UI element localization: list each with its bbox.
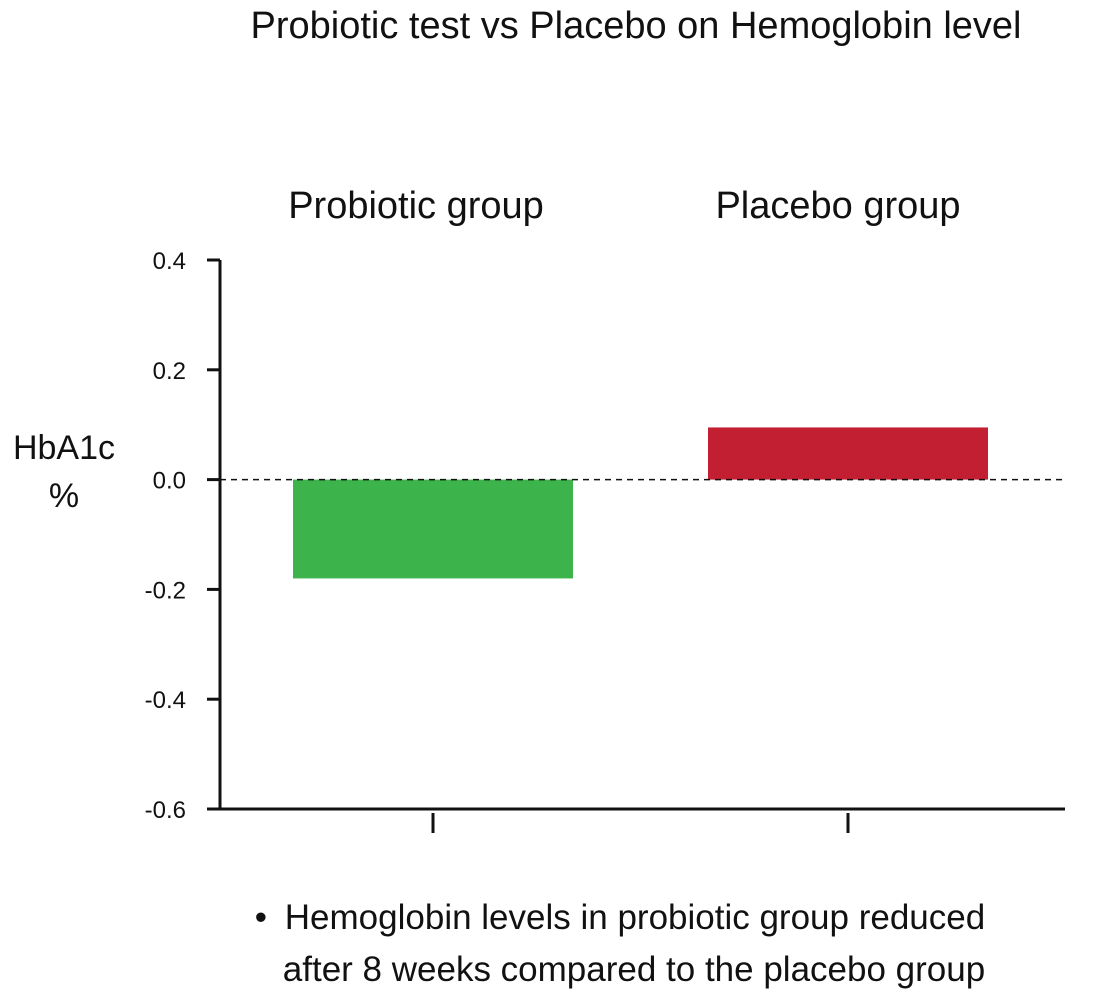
category-label-placebo: Placebo group: [715, 185, 960, 227]
bar-placebo: [708, 427, 988, 480]
y-tick-label: 0.0: [153, 468, 186, 495]
chart-title: Probiotic test vs Placebo on Hemoglobin …: [251, 5, 1022, 47]
y-tick-label: -0.6: [145, 797, 186, 824]
note-line-1: • Hemoglobin levels in probiotic group r…: [255, 898, 985, 937]
note-line-2: after 8 weeks compared to the placebo gr…: [283, 950, 985, 989]
y-tick-label: 0.2: [153, 358, 186, 385]
y-tick-label: 0.4: [153, 248, 186, 275]
note-bullet: •: [255, 898, 267, 937]
bar-probiotic: [293, 479, 573, 579]
y-tick-label: -0.2: [145, 577, 186, 604]
note-text-line-1: Hemoglobin levels in probiotic group red…: [285, 898, 985, 937]
category-label-probiotic: Probiotic group: [288, 185, 544, 227]
y-tick-label: -0.4: [145, 687, 186, 714]
y-axis-label-line-2: %: [49, 477, 79, 515]
y-axis-label-line-1: HbA1c: [13, 429, 115, 467]
